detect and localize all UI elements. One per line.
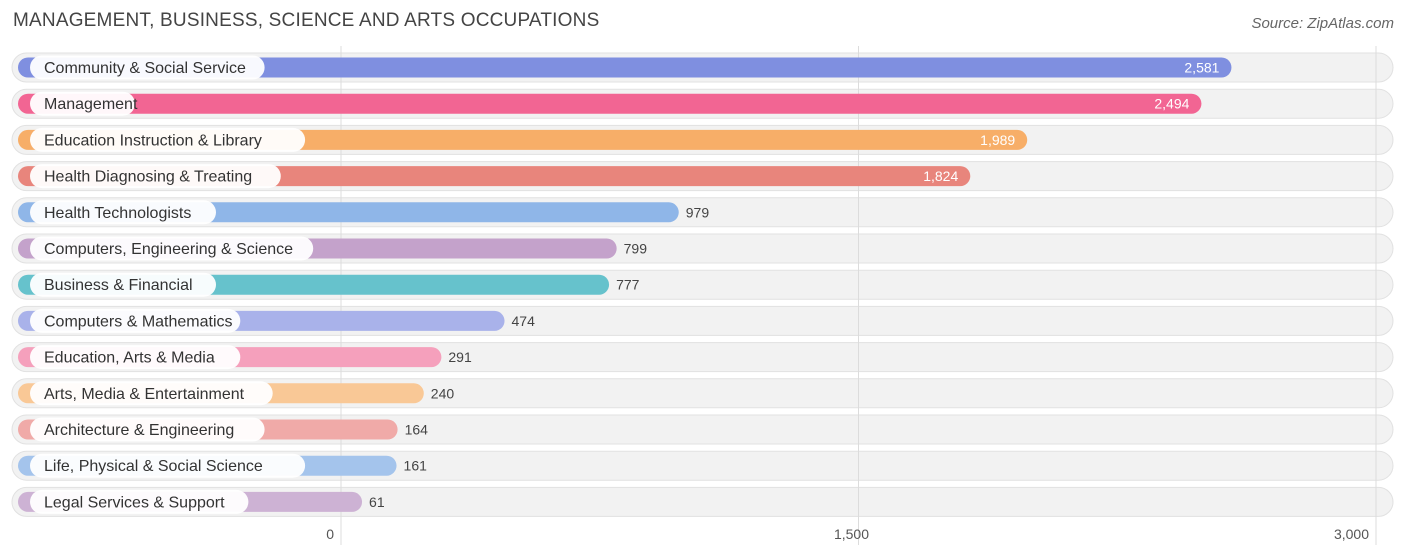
category-label: Computers & Mathematics bbox=[44, 313, 233, 330]
value-label: 777 bbox=[616, 277, 640, 293]
value-label: 799 bbox=[624, 241, 648, 257]
value-label: 1,989 bbox=[980, 132, 1015, 148]
value-label: 2,494 bbox=[1154, 96, 1189, 112]
category-label-pill bbox=[30, 345, 241, 370]
category-label: Education, Arts & Media bbox=[44, 350, 215, 367]
value-label: 161 bbox=[404, 458, 428, 474]
category-label: Life, Physical & Social Science bbox=[44, 458, 263, 475]
bar bbox=[18, 57, 1232, 78]
bar bbox=[18, 93, 1202, 114]
tick-label: 0 bbox=[326, 526, 334, 542]
category-label: Architecture & Engineering bbox=[44, 422, 234, 439]
tick-label: 3,000 bbox=[1334, 526, 1369, 542]
value-label: 291 bbox=[448, 349, 472, 365]
value-label: 474 bbox=[512, 313, 536, 329]
category-label: Legal Services & Support bbox=[44, 494, 225, 511]
category-label-pill bbox=[30, 308, 241, 333]
category-label-pill bbox=[30, 272, 216, 297]
category-label: Education Instruction & Library bbox=[44, 132, 262, 149]
category-label: Community & Social Service bbox=[44, 60, 246, 77]
category-label: Health Technologists bbox=[44, 205, 191, 222]
value-label: 1,824 bbox=[923, 168, 958, 184]
category-label-pill bbox=[30, 55, 265, 80]
value-label: 240 bbox=[431, 385, 455, 401]
category-label: Arts, Media & Entertainment bbox=[44, 386, 245, 403]
source-label: Source: ZipAtlas.com bbox=[1251, 15, 1394, 32]
value-label: 2,581 bbox=[1184, 60, 1219, 76]
category-label-pill bbox=[30, 127, 306, 152]
chart-title: MANAGEMENT, BUSINESS, SCIENCE AND ARTS O… bbox=[13, 10, 600, 31]
category-label: Health Diagnosing & Treating bbox=[44, 169, 252, 186]
category-label: Business & Financial bbox=[44, 277, 193, 294]
category-label: Management bbox=[44, 96, 138, 113]
category-label-pill bbox=[30, 236, 314, 261]
category-label-pill bbox=[30, 417, 265, 442]
value-label: 61 bbox=[369, 494, 385, 510]
tick-label: 1,500 bbox=[834, 526, 869, 542]
category-label-pill bbox=[30, 200, 216, 225]
category-label-pill bbox=[30, 489, 249, 514]
value-label: 164 bbox=[405, 422, 429, 438]
category-label: Computers, Engineering & Science bbox=[44, 241, 293, 258]
category-label-pill bbox=[30, 91, 135, 116]
category-label-pill bbox=[30, 453, 306, 478]
category-label-pill bbox=[30, 381, 273, 406]
value-label: 979 bbox=[686, 204, 710, 220]
category-label-pill bbox=[30, 164, 281, 189]
